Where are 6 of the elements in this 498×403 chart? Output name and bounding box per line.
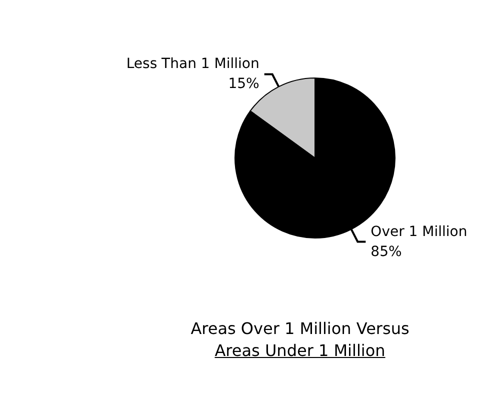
data-label: 85% [370,244,402,260]
data-label: 15% [228,76,260,92]
slice-label: Over 1 Million [370,224,468,240]
text: Areas Under 1 Million [214,340,386,362]
text: Areas Over 1 Million Versus [190,318,410,340]
slice-label: Less Than 1 Million [126,56,260,72]
